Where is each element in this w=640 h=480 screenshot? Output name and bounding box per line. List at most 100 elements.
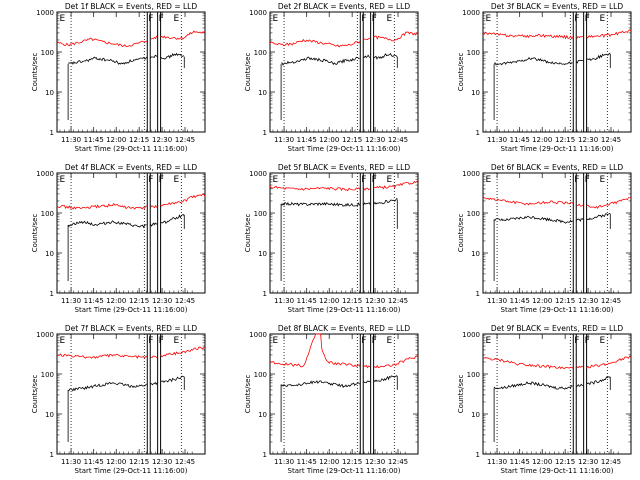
panel-title: Det 5f BLACK = Events, RED = LLD <box>278 163 411 172</box>
panel-title: Det 3f BLACK = Events, RED = LLD <box>491 2 624 11</box>
x-tick-label: 11:30 <box>61 136 81 144</box>
panel-title: Det 2f BLACK = Events, RED = LLD <box>278 2 411 11</box>
x-tick-label: 12:00 <box>532 136 552 144</box>
marker-label: F <box>159 336 164 346</box>
x-tick-label: 11:45 <box>510 458 530 466</box>
x-tick-label: 12:00 <box>319 136 339 144</box>
marker-label: F <box>361 14 366 24</box>
marker-label: F <box>148 336 153 346</box>
y-axis-label: Counts/sec <box>244 214 252 253</box>
x-tick-label: 11:30 <box>487 297 507 305</box>
x-tick-label: 12:15 <box>129 297 149 305</box>
marker-label: E <box>386 336 392 346</box>
x-tick-label: 12:15 <box>129 458 149 466</box>
x-tick-label: 11:30 <box>274 136 294 144</box>
x-tick-label: 12:45 <box>388 297 408 305</box>
series-line-lld <box>56 346 206 359</box>
plot-frame <box>56 333 206 455</box>
x-tick-label: 12:15 <box>129 136 149 144</box>
panel-7: Det 7f BLACK = Events, RED = LLD 1 10 100 10… <box>31 324 206 475</box>
marker-label: F <box>574 336 579 346</box>
panel-6: Det 6f BLACK = Events, RED = LLD 1 10 100 10… <box>457 163 632 314</box>
y-axis-label: Counts/sec <box>457 214 465 253</box>
x-tick-label: 11:30 <box>274 297 294 305</box>
x-axis-label: Start Time (29-Oct-11 11:16:00) <box>75 306 188 314</box>
panel-1: Det 1f BLACK = Events, RED = LLD 1 10 100 10… <box>31 2 206 153</box>
y-tick-label: 1000 <box>462 331 480 339</box>
marker-label: E <box>59 175 65 185</box>
x-tick-label: 12:15 <box>555 458 575 466</box>
series-line-events <box>67 213 185 229</box>
marker-label: E <box>386 14 392 24</box>
y-tick-label: 1000 <box>249 170 267 178</box>
x-tick-label: 12:15 <box>555 297 575 305</box>
y-tick-label: 1000 <box>249 9 267 17</box>
y-tick-label: 1 <box>476 451 480 459</box>
marker-label: E <box>59 336 65 346</box>
x-tick-label: 12:45 <box>175 458 195 466</box>
series-line-lld <box>269 31 419 48</box>
marker-label: E <box>485 14 491 24</box>
marker-label: F <box>585 14 590 24</box>
y-tick-label: 100 <box>41 371 54 379</box>
panel-9: Det 9f BLACK = Events, RED = LLD 1 10 100 10… <box>457 324 632 475</box>
x-tick-label: 12:45 <box>388 136 408 144</box>
x-tick-label: 12:15 <box>342 458 362 466</box>
panel-title: Det 1f BLACK = Events, RED = LLD <box>65 2 198 11</box>
series-line-events <box>493 52 611 66</box>
marker-label: F <box>361 175 366 185</box>
marker-label: F <box>585 175 590 185</box>
y-tick-label: 10 <box>471 411 480 419</box>
x-tick-label: 12:00 <box>532 297 552 305</box>
x-tick-label: 11:45 <box>510 297 530 305</box>
x-tick-label: 11:45 <box>297 297 317 305</box>
x-axis-label: Start Time (29-Oct-11 11:16:00) <box>501 145 614 153</box>
marker-label: E <box>272 175 278 185</box>
plot-frame <box>269 172 419 294</box>
series-line-lld <box>56 193 206 210</box>
panel-title: Det 8f BLACK = Events, RED = LLD <box>278 324 411 333</box>
panel-title: Det 4f BLACK = Events, RED = LLD <box>65 163 198 172</box>
panel-2: Det 2f BLACK = Events, RED = LLD 1 10 100 10… <box>244 2 419 153</box>
series-line-events <box>67 375 185 392</box>
x-axis-label: Start Time (29-Oct-11 11:16:00) <box>501 306 614 314</box>
x-tick-label: 11:30 <box>61 297 81 305</box>
x-tick-label: 11:45 <box>84 136 104 144</box>
x-tick-label: 11:30 <box>61 458 81 466</box>
y-tick-label: 100 <box>467 371 480 379</box>
marker-label: F <box>159 14 164 24</box>
x-axis-label: Start Time (29-Oct-11 11:16:00) <box>288 467 401 475</box>
y-axis-label: Counts/sec <box>244 53 252 92</box>
y-tick-label: 10 <box>45 250 54 258</box>
panel-title: Det 9f BLACK = Events, RED = LLD <box>491 324 624 333</box>
y-axis-label: Counts/sec <box>31 375 39 414</box>
marker-label: E <box>173 14 179 24</box>
x-tick-label: 12:30 <box>578 136 598 144</box>
marker-label: E <box>272 14 278 24</box>
y-tick-label: 1 <box>50 129 54 137</box>
x-tick-label: 12:30 <box>365 136 385 144</box>
series-line-lld <box>56 30 206 48</box>
plot-frame <box>482 11 632 133</box>
panel-4: Det 4f BLACK = Events, RED = LLD 1 10 100 10… <box>31 163 206 314</box>
y-axis-label: Counts/sec <box>244 375 252 414</box>
x-tick-label: 12:00 <box>106 136 126 144</box>
marker-label: F <box>372 175 377 185</box>
y-tick-label: 10 <box>45 89 54 97</box>
y-tick-label: 100 <box>254 49 267 57</box>
marker-label: E <box>599 175 605 185</box>
x-tick-label: 12:00 <box>532 458 552 466</box>
x-tick-label: 12:30 <box>578 297 598 305</box>
x-tick-label: 12:45 <box>601 297 621 305</box>
y-tick-label: 10 <box>258 250 267 258</box>
y-tick-label: 1 <box>263 290 267 298</box>
panel-3: Det 3f BLACK = Events, RED = LLD 1 10 100 10… <box>457 2 632 153</box>
panel-title: Det 7f BLACK = Events, RED = LLD <box>65 324 198 333</box>
x-tick-label: 12:30 <box>365 297 385 305</box>
y-tick-label: 100 <box>467 210 480 218</box>
x-tick-label: 12:45 <box>601 458 621 466</box>
y-axis-label: Counts/sec <box>31 214 39 253</box>
y-tick-label: 1000 <box>36 331 54 339</box>
x-tick-label: 12:45 <box>601 136 621 144</box>
